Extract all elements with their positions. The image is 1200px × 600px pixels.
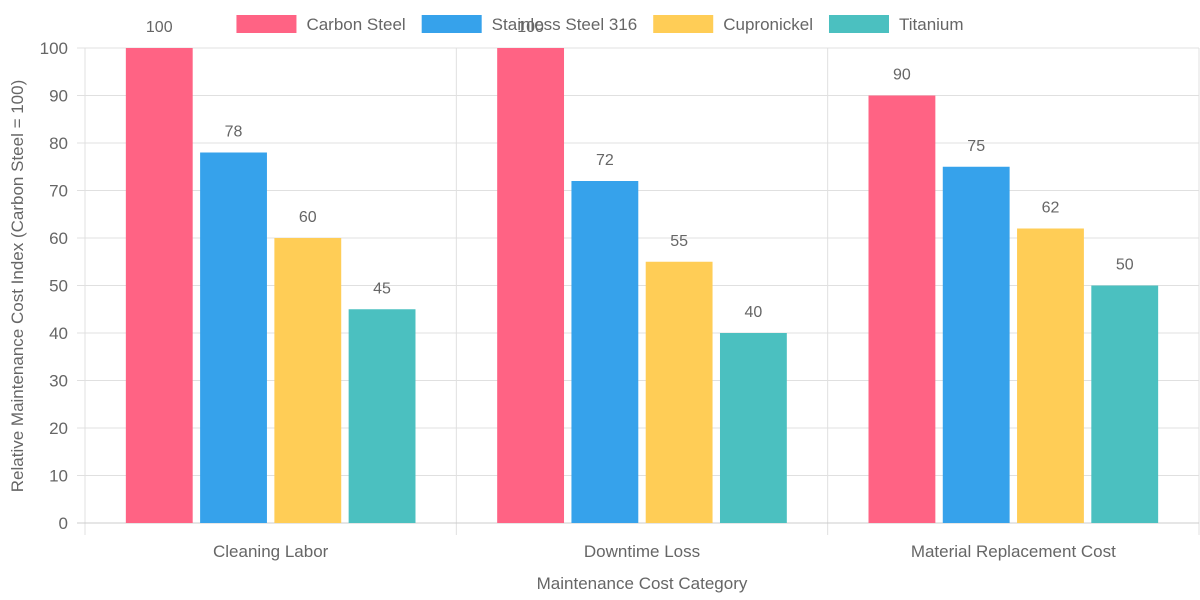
y-tick-label: 0 — [59, 514, 68, 533]
data-label: 40 — [745, 304, 763, 321]
x-tick-label: Cleaning Labor — [213, 542, 329, 561]
y-tick-label: 80 — [49, 134, 68, 153]
bar — [571, 181, 639, 523]
legend-item[interactable]: Stainless Steel 316 — [421, 15, 638, 34]
legend-label: Titanium — [899, 15, 964, 34]
data-label: 45 — [373, 280, 391, 297]
legend-label: Stainless Steel 316 — [492, 15, 638, 34]
legend-item[interactable]: Titanium — [828, 15, 964, 34]
x-tick-label: Downtime Loss — [584, 542, 700, 561]
y-tick-label: 100 — [40, 39, 68, 58]
data-label: 60 — [299, 209, 317, 226]
bar — [645, 261, 713, 523]
y-tick-label: 20 — [49, 419, 68, 438]
bar — [497, 48, 565, 523]
legend-label: Carbon Steel — [306, 15, 405, 34]
legend-swatch — [828, 15, 889, 33]
legend-item[interactable]: Carbon Steel — [236, 15, 406, 34]
data-label: 62 — [1042, 200, 1060, 217]
bar — [200, 152, 267, 523]
y-axis-ticks: 0 10 20 30 40 50 60 70 80 90 100 — [40, 39, 68, 533]
y-tick-label: 90 — [49, 87, 68, 106]
y-tick-label: 30 — [49, 372, 68, 391]
data-label: 55 — [670, 233, 688, 250]
data-label: 100 — [146, 19, 173, 36]
x-axis-title: Maintenance Cost Category — [537, 574, 748, 593]
bar — [942, 166, 1010, 523]
bar — [868, 95, 936, 523]
y-tick-label: 40 — [49, 324, 68, 343]
y-tick-label: 50 — [49, 277, 68, 296]
legend-item[interactable]: Cupronickel — [653, 15, 813, 34]
legend-label: Cupronickel — [723, 15, 813, 34]
data-label: 78 — [225, 124, 243, 141]
y-tick-label: 70 — [49, 182, 68, 201]
data-label: 50 — [1116, 257, 1134, 274]
bar — [274, 238, 342, 523]
data-label: 100 — [517, 19, 544, 36]
data-label: 72 — [596, 152, 614, 169]
bar — [719, 333, 787, 523]
bar — [1017, 228, 1084, 523]
x-axis-ticks: Cleaning Labor Downtime Loss Material Repl… — [213, 542, 1116, 561]
y-axis-title: Relative Maintenance Cost Index (Carbon … — [8, 80, 27, 492]
y-tick-label: 60 — [49, 229, 68, 248]
bars — [125, 48, 1159, 523]
legend-swatch — [653, 15, 714, 33]
bar — [1091, 285, 1159, 523]
x-tick-label: Material Replacement Cost — [911, 542, 1116, 561]
data-label: 90 — [893, 67, 911, 84]
legend-swatch — [236, 15, 297, 33]
data-label: 75 — [967, 138, 985, 155]
y-tick-label: 10 — [49, 467, 68, 486]
bar — [348, 309, 416, 523]
legend: Carbon Steel Stainless Steel 316 Cupronick… — [236, 15, 964, 34]
legend-swatch — [421, 15, 482, 33]
bar — [125, 48, 193, 523]
data-labels: 100 100 90 78 72 75 60 55 62 45 40 50 — [146, 19, 1134, 321]
